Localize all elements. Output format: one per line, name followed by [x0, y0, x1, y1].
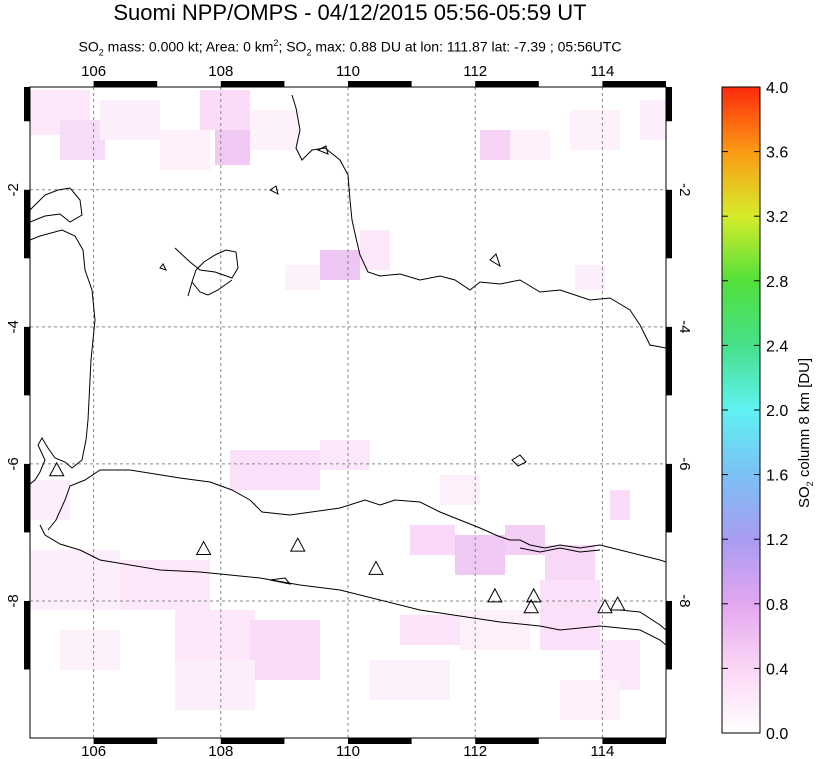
colorbar-tick-label: 0.8	[766, 597, 788, 614]
lat-label-right: -6	[676, 457, 693, 470]
lat-label-right: -4	[676, 320, 693, 333]
lon-label-top: 108	[208, 63, 233, 80]
map-subtitle: SO2 mass: 0.000 kt; Area: 0 km2; SO2 max…	[78, 38, 622, 58]
frame-bar	[93, 81, 158, 87]
volcano-marker	[597, 598, 613, 614]
frame-bar	[666, 87, 672, 122]
volcano-markers	[48, 461, 626, 614]
frame-bar	[24, 189, 30, 259]
colorbar-tick-label: 2.4	[766, 338, 788, 355]
lon-label-bottom: 106	[81, 743, 106, 759]
colorbar-tick-label: 1.6	[766, 468, 788, 485]
frame-bar	[348, 738, 412, 744]
frame-bar	[24, 600, 30, 670]
graticule	[30, 87, 666, 738]
lat-label-left: -2	[5, 183, 22, 196]
colorbar-title: SO2 column 8 km [DU]	[796, 357, 815, 508]
frame-bar	[602, 738, 666, 744]
volcano-marker	[289, 537, 306, 552]
colorbar-tick-label: 0.0	[766, 726, 788, 743]
colorbar-tick-label: 1.2	[766, 532, 788, 549]
lat-label-right: -2	[676, 183, 693, 196]
frame-bar	[666, 463, 672, 533]
frame-bar	[475, 738, 539, 744]
frame-bar	[602, 81, 666, 87]
frame-bar	[475, 81, 539, 87]
lon-label-bottom: 110	[336, 743, 360, 759]
colorbar-tick-label: 0.4	[766, 661, 788, 678]
frame-bar	[666, 600, 672, 670]
frame-bar	[24, 87, 30, 122]
colorbar-tick-label: 2.8	[766, 274, 788, 291]
lon-label-bottom: 108	[208, 743, 233, 759]
frame-bar	[24, 463, 30, 533]
volcano-marker	[195, 540, 212, 556]
colorbar	[721, 86, 761, 734]
map-title: Suomi NPP/OMPS - 04/12/2015 05:56-05:59 …	[113, 0, 587, 25]
volcano-marker	[487, 587, 503, 603]
longitude-labels: 106 106 108 108 110 110 112 112 114 114	[81, 63, 614, 759]
volcano-marker	[609, 596, 626, 611]
colorbar-tick-label: 4.0	[766, 80, 788, 97]
frame-ticks	[24, 81, 672, 744]
volcano-marker	[368, 560, 384, 575]
colorbar-tick-label: 3.6	[766, 145, 788, 162]
lon-label-top: 114	[590, 63, 614, 80]
latitude-labels: -2 -2 -4 -4 -6 -6 -8 -8	[5, 183, 693, 608]
lon-label-bottom: 114	[590, 743, 614, 759]
volcano-marker	[48, 461, 65, 477]
frame-bar	[220, 81, 285, 87]
lat-label-left: -6	[5, 457, 22, 470]
lat-label-left: -8	[5, 594, 22, 607]
volcano-marker	[523, 598, 540, 614]
frame-bar	[93, 738, 158, 744]
volcano-marker	[525, 587, 542, 603]
frame-bar	[348, 81, 412, 87]
lat-label-left: -4	[5, 320, 22, 333]
frame-bar	[24, 326, 30, 396]
colorbar-tick-label: 3.2	[766, 209, 788, 226]
frame-bar	[220, 738, 285, 744]
lat-label-right: -8	[676, 594, 693, 607]
lon-label-top: 110	[336, 63, 360, 80]
colorbar-ticks: 4.0 3.6 3.2 2.8 2.4 2.0 1.6 1.2 0.8 0.4 0.0	[722, 80, 788, 743]
colorbar-tick-label: 2.0	[766, 403, 788, 420]
lon-label-top: 112	[463, 63, 487, 80]
coastline	[30, 94, 666, 646]
frame-bar	[666, 326, 672, 396]
lon-label-top: 106	[81, 63, 106, 80]
frame-bar	[666, 189, 672, 259]
lon-label-bottom: 112	[463, 743, 487, 759]
